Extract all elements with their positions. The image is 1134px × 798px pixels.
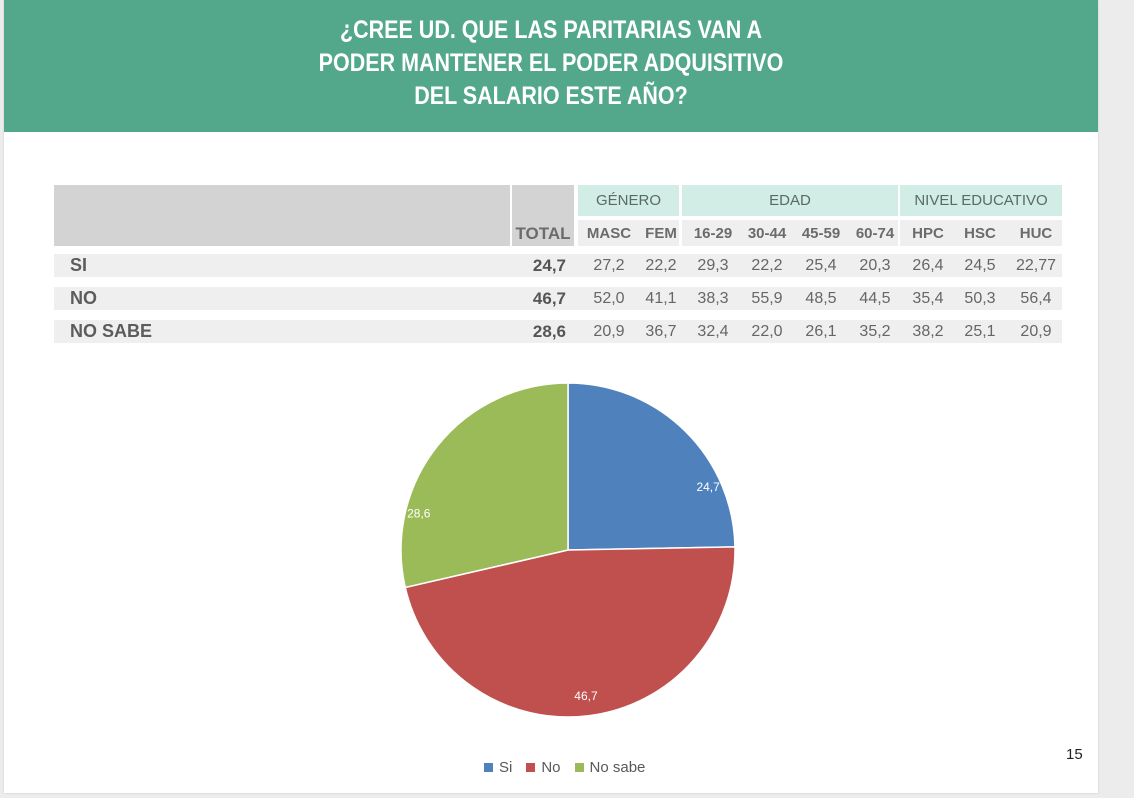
legend-label: No sabe xyxy=(589,758,646,776)
table-cell: 50,3 xyxy=(964,289,996,307)
column-header: FEM xyxy=(645,224,677,242)
table-cell: 35,2 xyxy=(859,322,891,340)
table-cell: 25,1 xyxy=(964,322,996,340)
table-cell: 41,1 xyxy=(645,289,677,307)
total-header: TOTAL xyxy=(515,224,571,243)
column-header: HUC xyxy=(1019,224,1053,242)
column-header: 45-59 xyxy=(801,224,841,242)
column-header: MASC xyxy=(586,224,632,242)
table-cell: 55,9 xyxy=(751,289,783,307)
legend-item: No sabe xyxy=(574,758,646,776)
table-cell: 44,5 xyxy=(859,289,891,307)
subheader-bg xyxy=(578,220,679,246)
table-cell: 32,4 xyxy=(697,322,729,340)
page-number: 15 xyxy=(1066,746,1083,763)
legend-swatch xyxy=(484,762,493,772)
pie-slice-no-sabe xyxy=(400,382,569,589)
table-cell: 24,5 xyxy=(964,256,996,274)
total-header-bg xyxy=(512,185,574,246)
group-header: GÉNERO xyxy=(578,185,679,216)
table-cell: 26,1 xyxy=(805,322,837,340)
table-row xyxy=(54,287,1062,310)
legend-item: Si xyxy=(484,759,512,776)
table-cell: 22,2 xyxy=(645,256,677,274)
page-title: ¿CREE UD. QUE LAS PARITARIAS VAN A PODER… xyxy=(318,16,784,110)
pie-label: 46,7 xyxy=(574,689,598,703)
pie-chart: 24,7 46,7 28,6 xyxy=(400,382,736,718)
table-cell: 20,3 xyxy=(859,256,891,274)
legend-swatch xyxy=(574,762,584,772)
table-cell: 22,0 xyxy=(751,322,783,340)
row-total: 24,7 xyxy=(532,255,566,275)
legend-label: Si xyxy=(499,758,513,776)
group-header: NIVEL EDUCATIVO xyxy=(900,185,1062,216)
table-row xyxy=(54,320,1062,343)
pie-slice-si xyxy=(567,382,736,551)
column-header: HPC xyxy=(912,224,944,242)
column-header: HSC xyxy=(964,224,996,242)
column-header: 16-29 xyxy=(693,224,733,242)
title-banner: ¿CREE UD. QUE LAS PARITARIAS VAN A PODER… xyxy=(4,0,1098,132)
header-corner xyxy=(54,185,510,246)
legend-swatch xyxy=(526,762,536,772)
subheader-bg xyxy=(900,220,1062,246)
table-cell: 22,77 xyxy=(1015,256,1057,274)
slide: ¿CREE UD. QUE LAS PARITARIAS VAN A PODER… xyxy=(4,0,1098,793)
table-cell: 52,0 xyxy=(593,289,625,307)
table-cell: 35,4 xyxy=(912,289,944,307)
pie-label: 28,6 xyxy=(407,506,431,520)
table-cell: 25,4 xyxy=(805,256,837,274)
table-cell: 26,4 xyxy=(912,256,944,274)
row-total: 28,6 xyxy=(532,321,566,341)
pie-slice-no xyxy=(404,546,736,718)
row-label: SI xyxy=(70,255,88,275)
table-cell: 27,2 xyxy=(593,256,625,274)
row-label: NO xyxy=(70,288,97,308)
legend-item: No xyxy=(526,758,561,776)
table-cell: 38,2 xyxy=(912,322,944,340)
table-cell: 38,3 xyxy=(697,289,729,307)
pie-label: 24,7 xyxy=(696,480,720,494)
row-label: NO SABE xyxy=(70,321,153,341)
table-row xyxy=(54,254,1062,277)
table-cell: 56,4 xyxy=(1020,289,1052,307)
chart-legend: Si No No sabe xyxy=(484,756,645,778)
table-cell: 29,3 xyxy=(697,256,729,274)
subheader-bg xyxy=(682,220,898,246)
table-cell: 20,9 xyxy=(593,322,625,340)
table-cell: 48,5 xyxy=(805,289,837,307)
table-cell: 36,7 xyxy=(645,322,677,340)
legend-label: No xyxy=(541,758,561,776)
group-header: EDAD xyxy=(682,185,898,216)
table-cell: 20,9 xyxy=(1020,322,1052,340)
table-cell: 22,2 xyxy=(751,256,783,274)
column-header: 30-44 xyxy=(747,224,787,242)
row-total: 46,7 xyxy=(532,288,566,308)
column-header: 60-74 xyxy=(855,224,895,242)
